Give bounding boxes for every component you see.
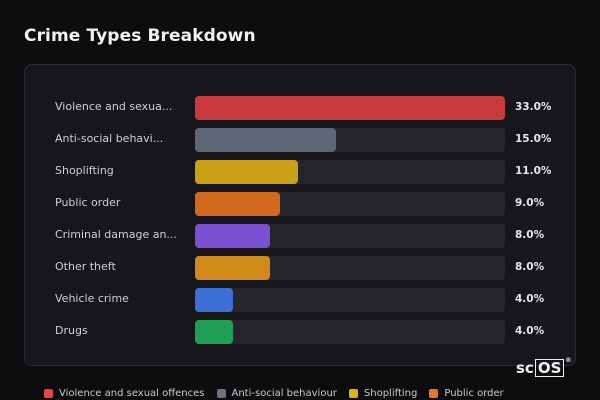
bar-label: Vehicle crime (55, 292, 129, 305)
bar[interactable] (195, 256, 270, 280)
logo-box-text: OS (534, 359, 565, 377)
legend-item[interactable]: Shoplifting (348, 386, 418, 400)
bar-value-label: 8.0% (515, 229, 545, 241)
bar-label: Shoplifting (55, 164, 114, 177)
legend-label: Anti-social behaviour (231, 387, 337, 399)
logo-text: sc (516, 359, 534, 377)
legend-item[interactable]: Violence and sexual offences (44, 386, 205, 400)
bar-value-label: 4.0% (515, 325, 545, 337)
bar-label: Criminal damage an... (55, 228, 177, 241)
bar-track (195, 96, 505, 120)
bar-value-label: 15.0% (515, 133, 552, 145)
bar-track (195, 288, 505, 312)
bar-row: Vehicle crime 4.0% (25, 288, 577, 312)
bar-value-label: 33.0% (515, 101, 552, 113)
legend-swatch (348, 388, 358, 398)
bar[interactable] (195, 160, 298, 184)
registered-mark: ® (565, 356, 572, 364)
bar-row: Public order 9.0% (25, 192, 577, 216)
bar-value-label: 4.0% (515, 293, 545, 305)
bar-track (195, 320, 505, 344)
bar[interactable] (195, 128, 336, 152)
legend-label: Violence and sexual offences (59, 387, 205, 399)
bar-row: Shoplifting 11.0% (25, 160, 577, 184)
legend-item[interactable]: Anti-social behaviour (216, 386, 337, 400)
bar-value-label: 11.0% (515, 165, 552, 177)
bar[interactable] (195, 192, 280, 216)
bar-track (195, 128, 505, 152)
bar-label: Violence and sexua... (55, 100, 173, 113)
bar-label: Other theft (55, 260, 116, 273)
bar-track (195, 192, 505, 216)
bar-row: Other theft 8.0% (25, 256, 577, 280)
bar-track (195, 224, 505, 248)
legend-swatch (44, 388, 53, 398)
legend-item[interactable]: Public order (429, 386, 504, 400)
bar-row: Criminal damage an... 8.0% (25, 224, 577, 248)
bar-row: Violence and sexua... 33.0% (25, 96, 577, 120)
bar[interactable] (195, 96, 505, 120)
bar-label: Drugs (55, 324, 88, 337)
bar[interactable] (195, 224, 270, 248)
bar[interactable] (195, 288, 233, 312)
bar-label: Public order (55, 196, 121, 209)
chart-card: Violence and sexua... 33.0% Anti-social be… (24, 64, 576, 366)
bar-label: Anti-social behavi... (55, 132, 164, 145)
bar[interactable] (195, 320, 233, 344)
bar-value-label: 9.0% (515, 197, 545, 209)
chart-title: Crime Types Breakdown (24, 26, 256, 46)
bar-track (195, 256, 505, 280)
bar-row: Anti-social behavi... 15.0% (25, 128, 577, 152)
legend-swatch (216, 388, 226, 398)
legend-label: Public order (444, 387, 504, 399)
bar-value-label: 8.0% (515, 261, 545, 273)
legend-swatch (429, 388, 439, 398)
brand-logo: sc OS ® (516, 356, 572, 378)
bar-row: Drugs 4.0% (25, 320, 577, 344)
legend-label: Shoplifting (363, 387, 418, 399)
chart-legend: Violence and sexual offences Anti-social … (44, 386, 504, 400)
bar-track (195, 160, 505, 184)
